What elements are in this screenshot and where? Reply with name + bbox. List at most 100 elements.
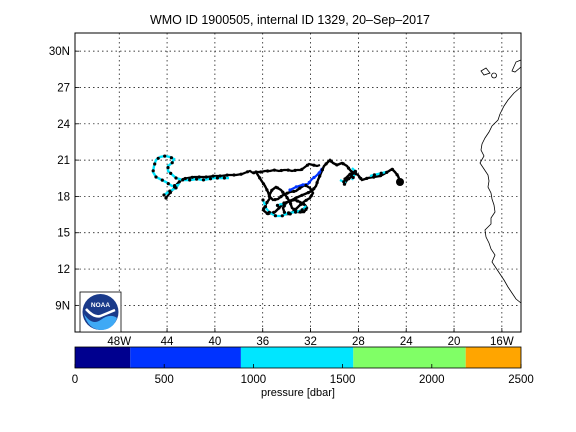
profile-dot bbox=[239, 172, 243, 176]
colorbar-tick-label: 1500 bbox=[330, 374, 356, 386]
profile-dot bbox=[263, 205, 268, 209]
profile-dot bbox=[197, 175, 201, 179]
colorbar-segment bbox=[353, 347, 466, 368]
profile-dot bbox=[215, 176, 219, 180]
lon-label: 36 bbox=[256, 336, 269, 348]
profile-dot bbox=[208, 177, 213, 181]
lat-label: 12 bbox=[57, 264, 70, 276]
profile-dot bbox=[300, 208, 304, 212]
profile-dot bbox=[275, 186, 279, 190]
map-panel: 30N 27 24 21 18 15 12 9N 48W 44 40 36 32 28 24 20 16W N… bbox=[49, 32, 522, 348]
profile-dot bbox=[154, 175, 158, 179]
profile-dot bbox=[298, 186, 302, 190]
noaa-logo: NOAA bbox=[79, 291, 122, 333]
colorbar-tick-label: 500 bbox=[155, 374, 174, 386]
colorbar-frame bbox=[74, 346, 522, 369]
profile-dot bbox=[304, 183, 308, 188]
coast-fragment bbox=[511, 59, 522, 73]
profile-dot bbox=[365, 176, 369, 180]
colorbar-segment bbox=[130, 347, 241, 368]
profile-dot bbox=[169, 156, 173, 160]
colorbar-ticks: 0 500 1000 1500 2000 2500 bbox=[72, 364, 534, 386]
lat-label: 27 bbox=[57, 82, 70, 94]
pressure-colorbar: 0 500 1000 1500 2000 2500 pressure [dbar] bbox=[72, 346, 534, 399]
profile-dot bbox=[164, 196, 168, 200]
lon-label: 48W bbox=[107, 336, 131, 348]
profile-dot bbox=[153, 162, 157, 166]
longitude-labels: 48W 44 40 36 32 28 24 20 16W bbox=[107, 336, 513, 348]
profile-dot bbox=[282, 203, 286, 207]
profile-dot bbox=[301, 183, 305, 187]
coastline-path bbox=[479, 86, 522, 304]
profile-dot bbox=[379, 171, 383, 175]
profile-dot bbox=[272, 168, 276, 172]
profile-dot bbox=[309, 188, 313, 192]
lon-label: 16W bbox=[490, 336, 514, 348]
profile-dot bbox=[259, 170, 263, 174]
profile-dot bbox=[281, 190, 285, 194]
profile-dot bbox=[300, 167, 304, 171]
map-frame bbox=[74, 32, 522, 333]
profile-dot bbox=[292, 189, 296, 193]
logo-gull bbox=[85, 308, 116, 318]
lon-label: 20 bbox=[448, 336, 461, 348]
colorbar-tick-label: 2000 bbox=[419, 374, 445, 386]
profile-dot bbox=[258, 176, 262, 180]
profile-dot bbox=[174, 186, 178, 190]
logo-text: NOAA bbox=[91, 302, 110, 309]
profile-dot bbox=[359, 176, 363, 181]
lat-label: 9N bbox=[55, 300, 70, 312]
profile-dot bbox=[385, 170, 389, 174]
lon-label: 32 bbox=[304, 336, 317, 348]
profile-dot bbox=[151, 169, 155, 173]
profile-dot bbox=[347, 177, 351, 181]
profile-dot bbox=[299, 202, 303, 207]
profile-dot bbox=[282, 201, 286, 205]
profile-dot bbox=[280, 214, 284, 218]
profile-dot bbox=[317, 171, 321, 175]
profile-dot bbox=[270, 188, 274, 192]
colorbar-tick-label: 2500 bbox=[508, 374, 534, 386]
profile-dot bbox=[225, 173, 229, 177]
profile-dot bbox=[267, 194, 272, 199]
profile-dot bbox=[286, 168, 290, 172]
profile-dot bbox=[261, 198, 265, 202]
profile-dot bbox=[279, 195, 283, 199]
profile-dot bbox=[211, 174, 215, 178]
profile-dot bbox=[395, 173, 399, 177]
profile-dot bbox=[166, 166, 170, 170]
profile-dot bbox=[298, 210, 302, 214]
profile-dot bbox=[166, 182, 170, 186]
profile-dot bbox=[204, 175, 208, 179]
profile-dot bbox=[254, 170, 258, 174]
africa-coastline bbox=[479, 59, 522, 304]
profile-dot bbox=[261, 182, 266, 186]
profile-dot bbox=[300, 193, 304, 197]
profile-dot bbox=[289, 202, 293, 206]
lat-label: 18 bbox=[57, 191, 70, 203]
profile-dot bbox=[351, 175, 355, 180]
profile-dot bbox=[222, 176, 226, 180]
profile-dot bbox=[169, 171, 173, 175]
logo-wave bbox=[84, 314, 117, 330]
profile-dot bbox=[285, 191, 289, 195]
profile-dot bbox=[320, 168, 324, 172]
profile-dot bbox=[302, 202, 306, 206]
profile-dot bbox=[304, 207, 308, 211]
lon-label: 28 bbox=[352, 336, 365, 348]
profile-dot bbox=[188, 178, 192, 182]
profile-dot bbox=[293, 168, 297, 172]
profile-dot bbox=[160, 178, 164, 182]
profile-dot bbox=[265, 188, 269, 192]
profile-dot bbox=[287, 211, 291, 215]
profile-dot bbox=[265, 200, 269, 204]
lon-label: 24 bbox=[400, 336, 413, 348]
latest-position-marker bbox=[396, 178, 404, 186]
profile-dot bbox=[273, 214, 277, 218]
lat-label: 24 bbox=[57, 119, 70, 131]
profile-dot bbox=[273, 198, 277, 202]
colorbar-segment bbox=[465, 347, 521, 368]
profile-dot bbox=[305, 163, 309, 167]
colorbar-segment bbox=[240, 347, 354, 368]
